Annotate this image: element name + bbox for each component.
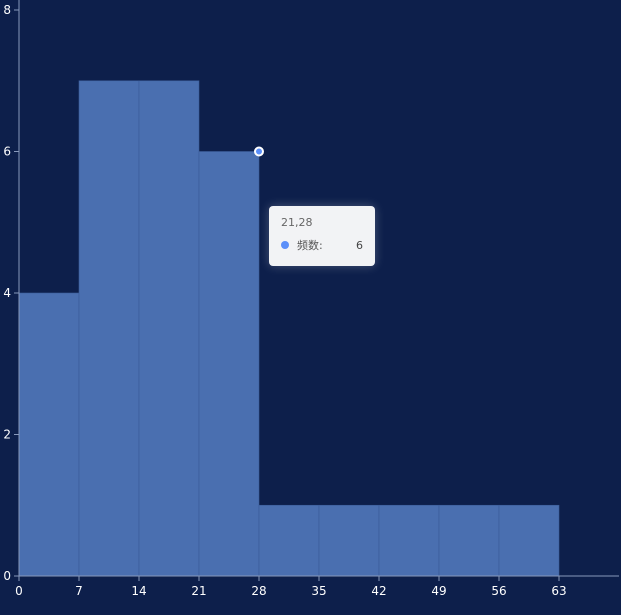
histogram-bar-1: [78, 80, 140, 577]
histogram-bar-6: [378, 504, 440, 577]
x-tick-label: 28: [251, 584, 266, 598]
histogram-bar-3: [198, 151, 260, 577]
histogram-bar-2: [138, 80, 200, 577]
x-tick-label: 0: [15, 584, 23, 598]
histogram-bar-7: [438, 504, 500, 577]
tooltip-title: 21,28: [281, 216, 313, 229]
y-tick-label: 2: [3, 428, 11, 442]
histogram-bar-8: [498, 504, 560, 577]
y-tick-label: 6: [3, 145, 11, 159]
y-tick-label: 4: [3, 286, 11, 300]
x-tick-label: 7: [75, 584, 83, 598]
x-tick-label: 14: [131, 584, 146, 598]
y-tick-label: 0: [3, 569, 11, 583]
tooltip-value: 6: [356, 238, 363, 252]
x-tick-label: 49: [431, 584, 446, 598]
data-tooltip: 21,28 频数: 6: [269, 206, 375, 266]
histogram-bar-5: [318, 504, 380, 577]
histogram-bar-0: [18, 292, 80, 577]
series-marker-icon: [281, 241, 289, 249]
y-tick-label: 8: [3, 3, 11, 17]
tooltip-series-name: 频数:: [297, 239, 323, 252]
x-tick-label: 42: [371, 584, 386, 598]
x-tick-label: 56: [491, 584, 506, 598]
x-tick-label: 35: [311, 584, 326, 598]
x-tick-label: 21: [191, 584, 206, 598]
hover-point-marker: [254, 146, 264, 157]
tooltip-row: 频数: 6: [281, 237, 363, 253]
x-tick-label: 63: [551, 584, 566, 598]
histogram-bar-4: [258, 504, 320, 577]
